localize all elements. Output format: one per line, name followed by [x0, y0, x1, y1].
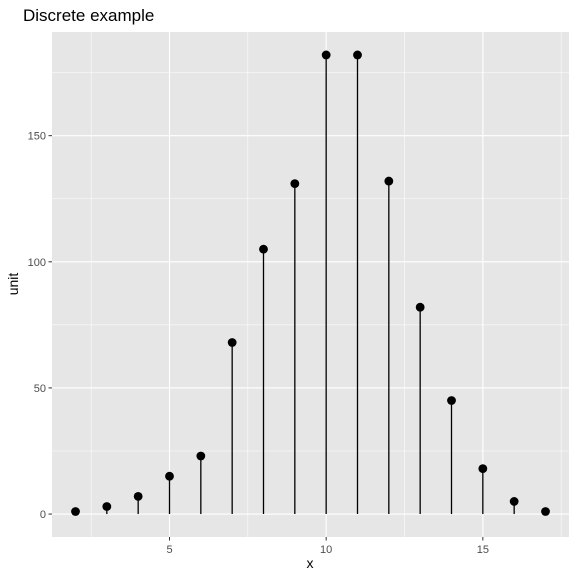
- point-x5: [165, 471, 174, 481]
- x-tick-label: 15: [477, 544, 489, 556]
- chart-title: Discrete example: [23, 6, 154, 25]
- point-x10: [321, 50, 331, 60]
- point-x9: [290, 179, 300, 189]
- point-x13: [415, 302, 425, 312]
- y-axis-title: unit: [5, 273, 21, 296]
- point-x17: [541, 507, 550, 516]
- point-x16: [509, 497, 519, 506]
- marks-layer: [71, 50, 550, 516]
- x-axis-title: x: [307, 555, 314, 571]
- point-x2: [71, 507, 80, 516]
- y-tick-label: 50: [34, 383, 46, 395]
- x-tick-label: 10: [320, 544, 332, 556]
- x-tick-label: 5: [166, 544, 172, 556]
- point-x4: [133, 491, 143, 501]
- point-x6: [196, 451, 206, 461]
- point-x3: [102, 502, 112, 511]
- point-x14: [447, 396, 456, 405]
- plot-panel: [52, 32, 569, 537]
- y-tick-label: 150: [28, 131, 46, 143]
- point-x8: [259, 244, 268, 254]
- y-tick-label: 100: [28, 257, 46, 269]
- point-x7: [227, 338, 237, 347]
- point-x12: [384, 176, 394, 186]
- point-x11: [353, 50, 362, 60]
- point-x15: [478, 464, 488, 474]
- y-tick-label: 0: [40, 509, 46, 521]
